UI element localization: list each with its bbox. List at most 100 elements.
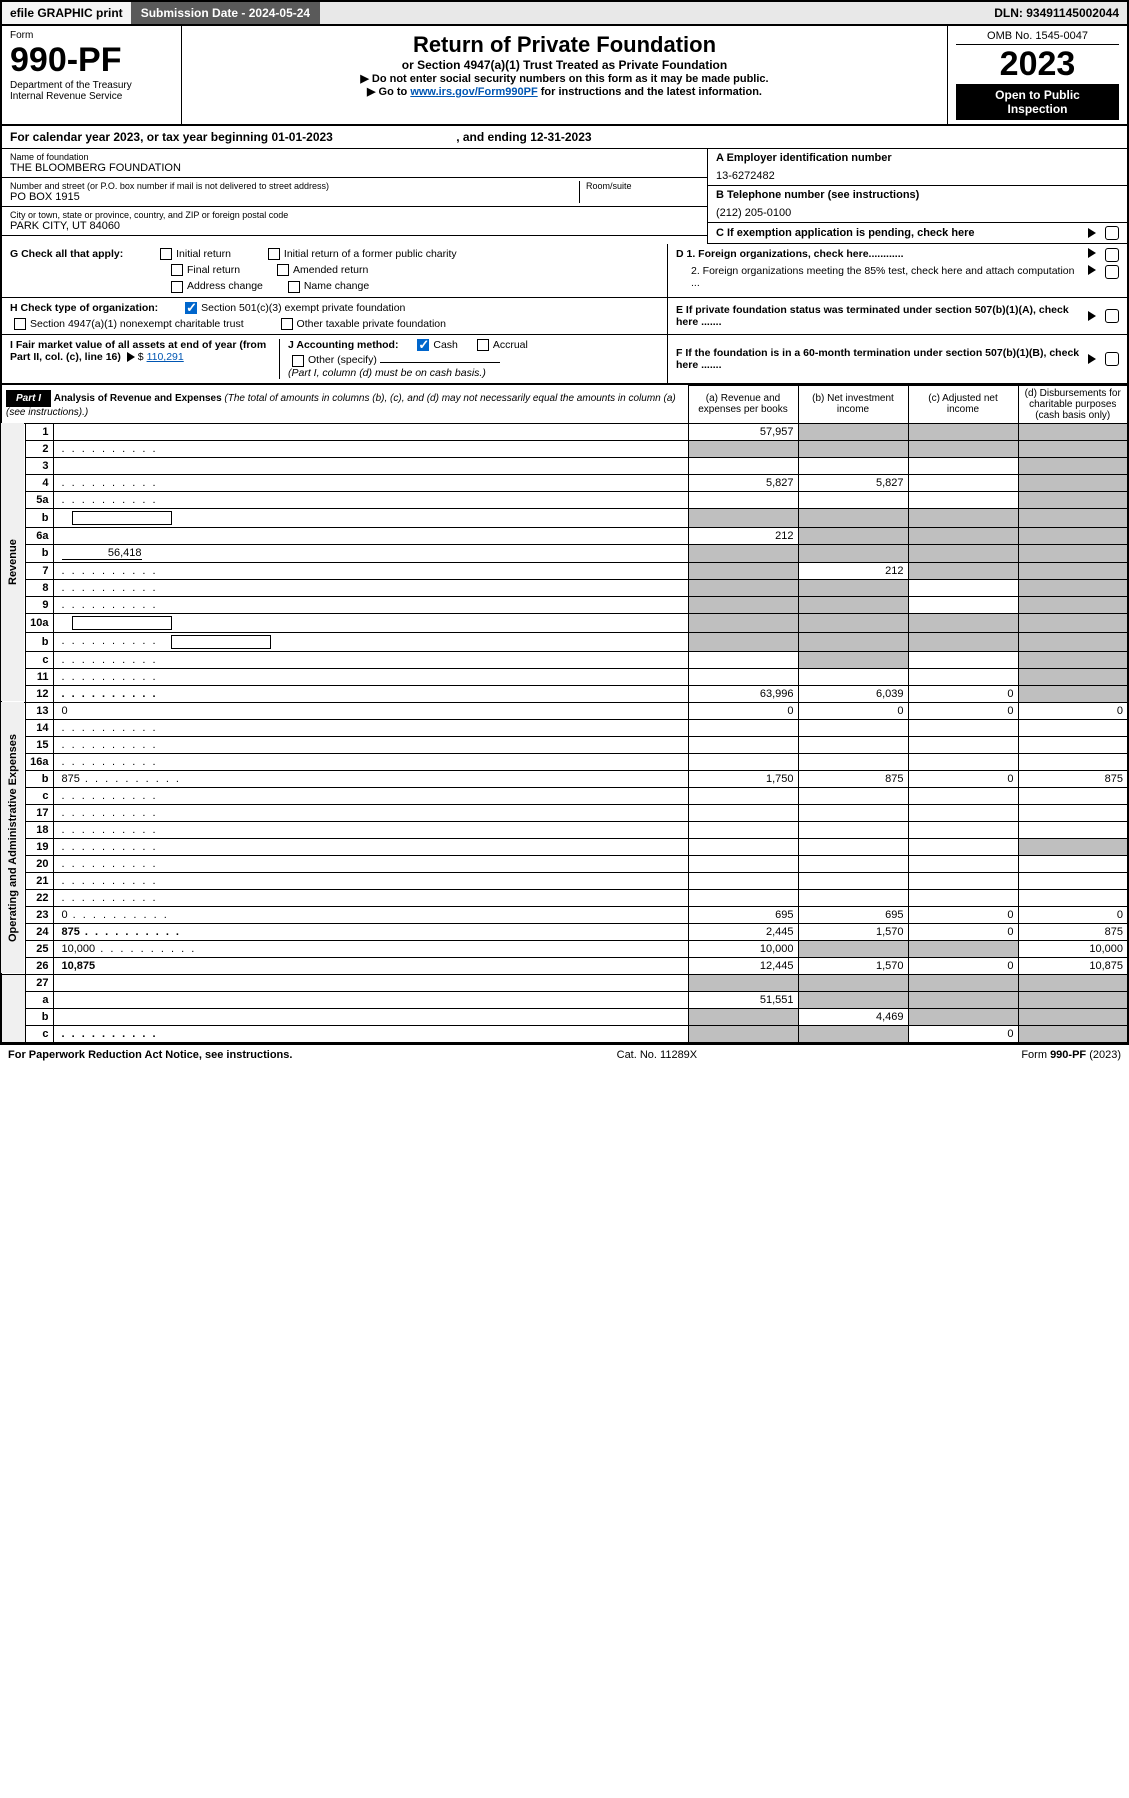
cell-c [908,423,1018,440]
cell-c [908,651,1018,668]
cell-d [1018,562,1128,579]
cell-a [688,974,798,991]
d2-checkbox[interactable] [1105,265,1119,279]
cell-d [1018,974,1128,991]
cb-name-change[interactable] [288,281,300,293]
cell-c [908,736,1018,753]
cell-b [798,821,908,838]
line-desc: 0 [53,702,688,719]
cell-a [688,579,798,596]
cell-d [1018,579,1128,596]
cell-d [1018,668,1128,685]
phone-label: B Telephone number (see instructions) [716,189,1119,201]
line-num: 21 [25,872,53,889]
cell-a: 5,827 [688,474,798,491]
cell-b: 5,827 [798,474,908,491]
irs-label: Internal Revenue Service [10,91,173,102]
cb-initial-return[interactable] [160,248,172,260]
cb-other-method[interactable] [292,355,304,367]
line-num: 24 [25,923,53,940]
cell-b [798,872,908,889]
checks-h-e: H Check type of organization: Section 50… [0,298,1129,335]
form-subtitle: or Section 4947(a)(1) Trust Treated as P… [202,58,927,72]
cb-501c3[interactable] [185,302,197,314]
cell-c [908,457,1018,474]
line-num: 2 [25,440,53,457]
cell-d [1018,804,1128,821]
cell-b [798,440,908,457]
cell-d [1018,1008,1128,1025]
col-d-header: (d) Disbursements for charitable purpose… [1018,385,1128,423]
open-public: Open to PublicInspection [956,84,1119,120]
i-label: I Fair market value of all assets at end… [10,339,266,363]
cell-d [1018,508,1128,527]
cell-c [908,579,1018,596]
cell-b [798,753,908,770]
cell-d [1018,838,1128,855]
cell-c: 0 [908,685,1018,702]
cell-b [798,736,908,753]
cell-c [908,787,1018,804]
cell-d: 10,000 [1018,940,1128,957]
addr-label: Number and street (or P.O. box number if… [10,181,579,191]
checks-g-d: G Check all that apply: Initial return I… [0,244,1129,298]
cell-d [1018,889,1128,906]
calendar-year-row: For calendar year 2023, or tax year begi… [0,126,1129,149]
cb-initial-public[interactable] [268,248,280,260]
c-checkbox[interactable] [1105,226,1119,240]
cell-c [908,527,1018,544]
c-label: C If exemption application is pending, c… [716,227,975,239]
cell-a [688,508,798,527]
cb-final-return[interactable] [171,264,183,276]
line-num: b [25,632,53,651]
line-num: c [25,787,53,804]
cell-c [908,632,1018,651]
cell-c: 0 [908,923,1018,940]
h-label: H Check type of organization: [10,302,158,314]
line-desc [53,562,688,579]
cell-c [908,753,1018,770]
line-desc [53,668,688,685]
f-checkbox[interactable] [1105,352,1119,366]
j-label: J Accounting method: [288,339,398,351]
cell-c [908,804,1018,821]
cell-b [798,719,908,736]
line-desc [53,474,688,491]
f-label: F If the foundation is in a 60-month ter… [676,347,1085,371]
cell-b: 6,039 [798,685,908,702]
cell-d [1018,872,1128,889]
cell-a [688,1025,798,1042]
cell-b [798,596,908,613]
line-desc [53,423,688,440]
d1-checkbox[interactable] [1105,248,1119,262]
line-num: 22 [25,889,53,906]
cell-a: 57,957 [688,423,798,440]
cb-amended[interactable] [277,264,289,276]
cell-a: 10,000 [688,940,798,957]
cb-accrual[interactable] [477,339,489,351]
cell-a [688,651,798,668]
cell-b [798,668,908,685]
form-label: Form [10,30,173,41]
e-checkbox[interactable] [1105,309,1119,323]
cell-d [1018,821,1128,838]
irs-link[interactable]: www.irs.gov/Form990PF [410,86,537,98]
i-amount-link[interactable]: 110,291 [147,351,184,363]
cell-c [908,596,1018,613]
cb-address-change[interactable] [171,281,183,293]
cb-4947[interactable] [14,318,26,330]
cell-a: 2,445 [688,923,798,940]
line-desc [53,804,688,821]
line-num: 13 [25,702,53,719]
dln: DLN: 93491145002044 [986,2,1127,24]
cb-other-taxable[interactable] [281,318,293,330]
cell-a [688,838,798,855]
cell-a [688,562,798,579]
line-num: 7 [25,562,53,579]
cell-b [798,855,908,872]
col-c-header: (c) Adjusted net income [908,385,1018,423]
cell-a: 1,750 [688,770,798,787]
cb-cash[interactable] [417,339,429,351]
cell-b [798,527,908,544]
line-desc: 56,418 [53,544,688,562]
